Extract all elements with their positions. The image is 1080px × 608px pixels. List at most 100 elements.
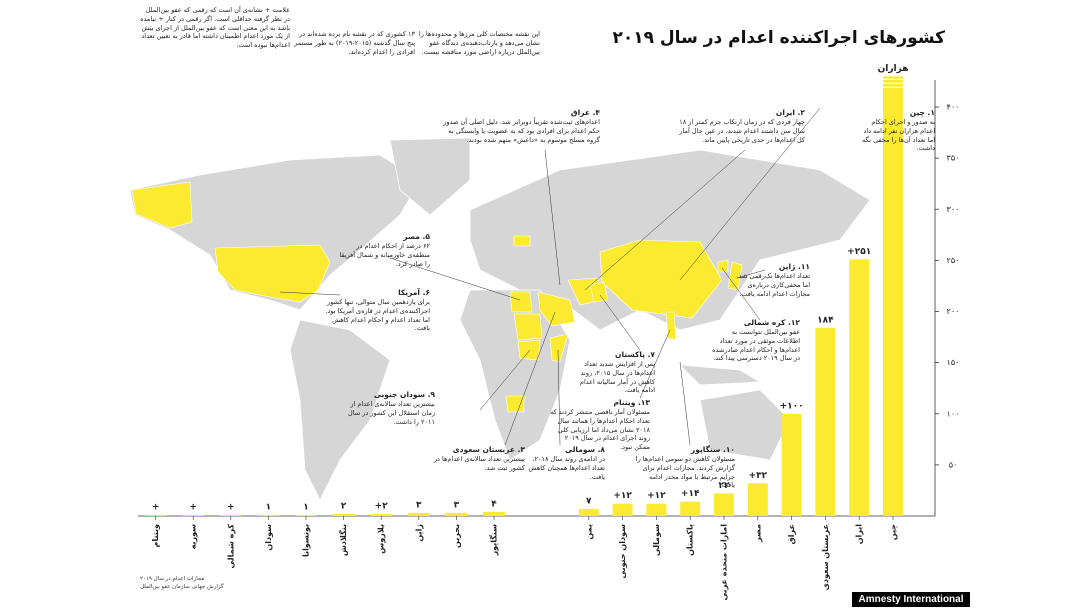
annotation-title: ۵. مصر [403, 232, 430, 241]
value-label: ۱۸۴ [817, 315, 834, 325]
annotation: ۹. سودان جنوبی بیشترین تعداد سالانه‌ی اعد… [340, 390, 435, 426]
bar [483, 511, 505, 516]
leader-line [679, 107, 821, 281]
value-label: + [189, 502, 197, 512]
bar [370, 513, 393, 516]
note: علامت + نشانه‌ی آن است که رقمی که عفو بی… [140, 6, 290, 50]
bar [612, 503, 633, 516]
annotation-text: برای یازدهمین سال متوالی، تنها کشور اجرا… [325, 298, 430, 333]
annotation-title: ۱. چین [909, 108, 935, 117]
note: ۱۳ کشوری که در نقشه نام برده شده‌اند در … [294, 30, 415, 56]
x-tick-label: سودان جنوبی [618, 524, 627, 579]
highlighted-countries [131, 181, 743, 413]
annotation: ۱. چین به صدور و اجرای احکام اعدام هزاران… [855, 108, 935, 153]
bar [578, 508, 599, 516]
y-tick-label: ۱۰۰ [947, 409, 960, 418]
annotation: ۸. سومالی در ادامه‌ی روند سال ۲۰۱۸، تعداد… [525, 445, 605, 481]
annotation: ۱۲. کره شمالی عفو بین‌الملل نتوانست به اط… [710, 318, 800, 363]
annotation-title: ۷. پاکستان [615, 350, 655, 359]
leader-line [721, 267, 761, 321]
leader-line [479, 349, 531, 411]
sudan [513, 313, 543, 341]
annotation-text: چهار فردی که در زمان ارتکاب جرم کمتر از … [679, 118, 805, 144]
leader-line [389, 257, 521, 301]
leader-line [679, 361, 691, 446]
bar [849, 259, 870, 516]
x-tick-label: کره شمالی [226, 524, 235, 569]
x-tick-label: عراق [787, 524, 796, 544]
annotation: ۱۳. ویتنام مسئولان آمار ناقصی منتشر کردند… [550, 398, 650, 452]
value-label: ۱ [303, 502, 309, 512]
leader-line [639, 329, 671, 399]
annotation-title: ۹. سودان جنوبی [373, 390, 435, 399]
greenland [389, 137, 471, 216]
leader-line [544, 149, 561, 286]
value-label: ۱ [266, 502, 272, 512]
bar [257, 514, 280, 516]
annotation-title: ۱۰. سنگاپور [690, 445, 735, 454]
annotation-text: بیشترین تعداد سالانه‌ی اعدام‌ها در کشور … [433, 455, 525, 472]
bar [646, 503, 667, 516]
x-tick-label: بوتسوانا [302, 524, 311, 557]
value-label: +۱۰۰ [780, 401, 804, 411]
bar [219, 514, 242, 516]
value-label: هزاران [878, 64, 909, 74]
egypt [509, 291, 533, 313]
value-label: ۳ [416, 500, 422, 510]
annotation: ۳. عربستان سعودی بیشترین تعداد سالانه‌ی ا… [430, 445, 525, 473]
x-tick-label: پاکستان [686, 524, 695, 556]
x-tick-label: بلاروس [377, 524, 387, 554]
bar [883, 76, 903, 516]
leader-line [599, 294, 641, 351]
saudi-arabia [537, 291, 576, 327]
north-america [129, 154, 421, 311]
value-label: +۱۴ [681, 489, 700, 499]
bar [332, 513, 355, 516]
annotation-text: در ادامه‌ی روند سال ۲۰۱۸، تعداد اعدام‌ها… [528, 455, 605, 481]
annotation: ۶. آمریکا برای یازدهمین سال متوالی، تنها … [325, 288, 430, 333]
world-map [129, 137, 871, 501]
bar [781, 413, 802, 516]
x-tick-label: ژاپن [414, 524, 423, 542]
annotation-text: ۶۲ درصد از احکام اعدام در منطقه‌ی خاورمی… [339, 242, 430, 268]
annotation-title: ۱۳. ویتنام [613, 398, 650, 407]
pakistan [589, 281, 609, 303]
y-tick-label: ۳۰۰ [947, 205, 960, 214]
bar [714, 493, 734, 516]
x-tick-label: ویتنام [151, 524, 160, 547]
annotation-title: ۲. ایران [775, 108, 805, 117]
value-label: ۷ [586, 496, 592, 506]
x-tick-label: بنگلادش [338, 524, 349, 556]
annotation: ۱۰. سنگاپور مسئولان کاهش دو سومی اعدام‌ها… [635, 445, 735, 490]
y-tick-label: ۱۵۰ [947, 358, 960, 367]
belarus [513, 235, 531, 247]
china [599, 239, 723, 319]
bar [144, 514, 167, 516]
value-label: + [152, 502, 160, 512]
bar [815, 327, 836, 516]
annotation: ۷. پاکستان پس از افزایش شدید تعداد اعدام‌… [570, 350, 655, 395]
leader-line [504, 311, 556, 446]
bar [182, 514, 205, 516]
annotation-text: مسئولان کاهش دو سومی اعدام‌ها را گزارش ک… [635, 455, 735, 490]
y-tick-label: ۲۵۰ [947, 256, 960, 265]
south-america [289, 319, 391, 501]
x-tick-label: سنگاپور [489, 524, 499, 557]
annotation-text: تعداد اعدام‌ها تک‌رقمی شد اما مخفی‌کاری … [738, 272, 811, 298]
leader-lines [279, 107, 821, 446]
value-label: ۲۲ [719, 481, 730, 491]
x-tick-label: بحرین [452, 524, 461, 548]
annotation-text: مسئولان آمار ناقصی منتشر کردند که تعداد … [550, 408, 650, 452]
indonesia [678, 364, 762, 386]
x-tick-label: سومالی [652, 524, 661, 556]
value-label: + [227, 502, 235, 512]
usa [214, 244, 331, 303]
annotation: ۲. ایران چهار فردی که در زمان ارتکاب جرم … [675, 108, 805, 144]
value-label: ۴ [491, 499, 497, 509]
leader-line [279, 291, 341, 296]
y-tick-label: ۲۰۰ [947, 307, 960, 316]
chart-title: کشورهای اجراکننده اعدام در سال ۲۰۱۹ [612, 28, 946, 48]
value-label: +۱۲ [647, 491, 666, 501]
footer-line: گزارش جهانی سازمان عفو بین‌الملل [140, 584, 224, 590]
